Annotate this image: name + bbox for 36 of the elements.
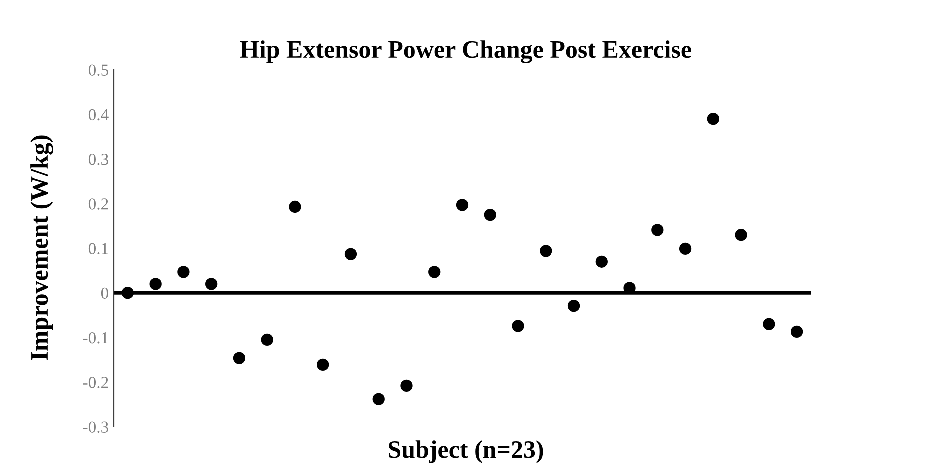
y-tick-label: 0.4 <box>88 109 109 121</box>
point <box>428 266 441 278</box>
point <box>178 266 190 278</box>
point <box>763 318 776 330</box>
point <box>372 393 385 406</box>
chart-title: Hip Extensor Power Change Post Exercise <box>240 40 692 64</box>
point <box>122 287 134 300</box>
point <box>261 334 274 346</box>
point <box>344 248 358 260</box>
y-tick-label: -0.1 <box>83 332 108 344</box>
y-tick-label: 0.2 <box>88 198 108 210</box>
point <box>456 199 469 212</box>
point <box>400 380 413 392</box>
point <box>707 113 720 126</box>
y-tick-label: 0 <box>101 288 109 300</box>
point <box>652 224 664 236</box>
point <box>289 200 302 214</box>
y-tick-label: 0.5 <box>88 64 108 76</box>
y-tick-label: 0.3 <box>88 154 108 166</box>
point <box>206 278 218 290</box>
point <box>679 242 692 256</box>
point <box>735 229 748 242</box>
point <box>540 245 552 258</box>
point <box>233 352 246 364</box>
x-axis-title: Subject (n=23) <box>389 440 544 464</box>
point <box>317 358 330 372</box>
y-tick-label: -0.2 <box>83 377 108 388</box>
y-axis-title: Improvement (W/kg) <box>30 136 54 360</box>
point <box>150 278 162 290</box>
point <box>484 208 496 222</box>
point <box>512 320 524 332</box>
y-tick-label: 0.1 <box>88 243 108 255</box>
point <box>790 326 804 338</box>
y-tick-label: -0.3 <box>83 422 108 434</box>
point <box>568 300 580 312</box>
point <box>596 256 608 268</box>
